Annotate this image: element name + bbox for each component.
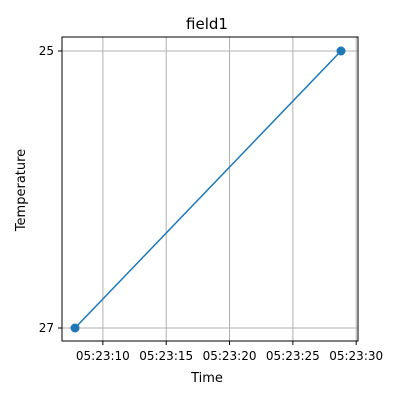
series-line (74, 50, 342, 329)
data-point (70, 323, 80, 333)
axes: 05:23:10 05:23:15 05:23:20 05:23:25 05:23:30… (39, 44, 383, 363)
x-tick-label: 05:23:10 (76, 349, 130, 363)
plot-frame (61, 36, 359, 342)
data-point (336, 46, 346, 56)
x-tick-label: 05:23:15 (139, 349, 193, 363)
y-tick-label: 27 (39, 321, 54, 335)
x-tick-label: 05:23:30 (329, 349, 383, 363)
x-tick-label: 05:23:25 (266, 349, 320, 363)
chart-title: field1 (186, 15, 228, 33)
grid (62, 37, 358, 341)
y-axis-label: Temperature (14, 149, 29, 232)
y-tick-label: 25 (39, 44, 54, 58)
x-axis-label: Time (190, 371, 223, 386)
series (70, 46, 346, 333)
x-tick-label: 05:23:20 (203, 349, 257, 363)
